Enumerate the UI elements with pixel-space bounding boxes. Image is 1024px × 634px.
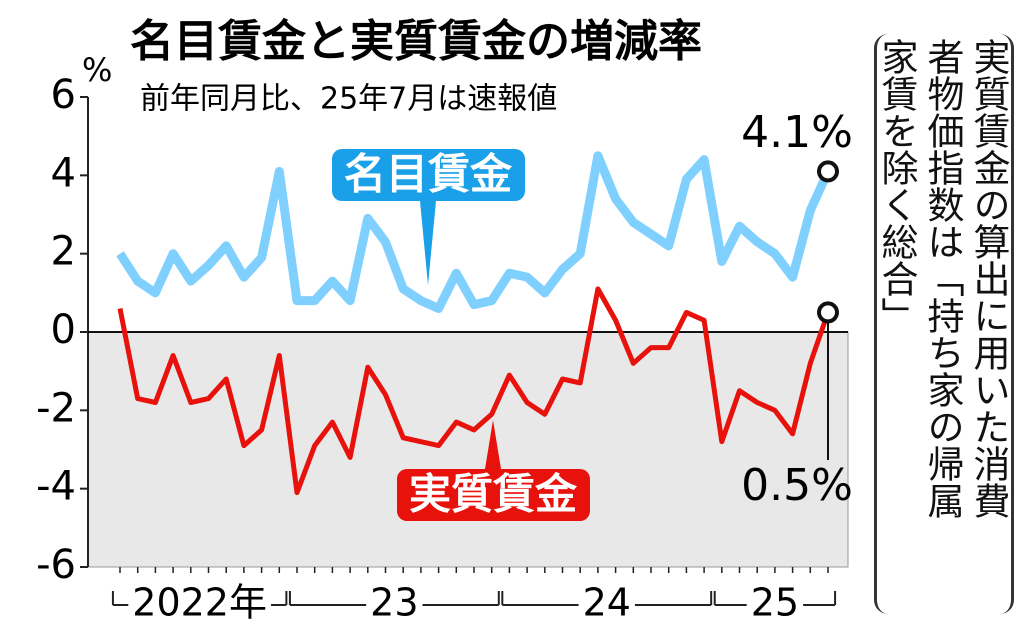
x-group-label: 23 (370, 581, 418, 625)
value-label: 0.5% (741, 460, 853, 511)
note: 実質賃金の算出に用いた消費 者物価指数は「持ち家の帰属 家賃を除く総合」 (874, 34, 1014, 614)
note-line: 者物価指数は「持ち家の帰属 (921, 38, 964, 519)
series-label-box (331, 149, 525, 201)
label-bg (128, 589, 272, 621)
label-bg (366, 589, 423, 621)
y-tick-label: -4 (36, 464, 76, 510)
y-tick-label: 4 (51, 150, 76, 196)
series-label-box (396, 469, 590, 521)
note-line: 実質賃金の算出に用いた消費 (967, 38, 1010, 519)
series-line (117, 286, 831, 496)
series-label: 名目賃金 (344, 150, 513, 199)
x-group-label: 24 (583, 581, 631, 625)
chart-title: 名目賃金と実質賃金の増減率 (130, 16, 702, 67)
x-group-label: 25 (751, 581, 799, 625)
chart: 名目賃金と実質賃金の増減率 % 前年同月比、25年7月は速報値 6 4 2 0 -2 -4… (36, 16, 853, 625)
series-label-pointer (485, 420, 501, 469)
y-tick-label: 6 (51, 72, 76, 118)
label-bg (746, 589, 804, 621)
value-label: 4.1% (741, 107, 853, 158)
subtitle: 前年同月比、25年7月は速報値 (140, 82, 557, 117)
series-label-pointer (420, 201, 436, 285)
y-tick-label: -2 (36, 385, 76, 431)
series-line (116, 151, 833, 313)
note-line: 家賃を除く総合」 (875, 38, 918, 334)
end-marker (817, 301, 839, 324)
y-tick-label: 0 (51, 307, 76, 353)
y-unit: % (82, 51, 112, 89)
y-tick-label: -6 (36, 542, 76, 588)
negative-area (87, 331, 849, 568)
label-bg (578, 589, 635, 621)
end-marker (817, 160, 839, 183)
series-label: 実質賃金 (409, 470, 578, 519)
x-group-label: 2022年 (132, 581, 267, 625)
y-tick-label: 2 (51, 229, 76, 275)
